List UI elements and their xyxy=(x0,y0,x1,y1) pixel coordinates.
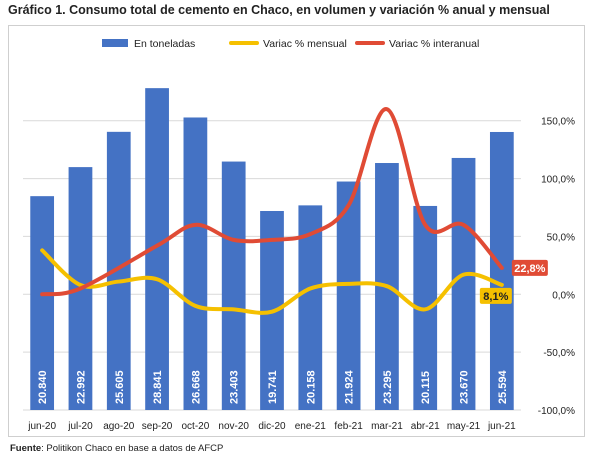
y-axis-tick-label: 150,0% xyxy=(541,117,575,128)
bar-value-label: 20.158 xyxy=(305,370,317,404)
bar-value-label: 25.605 xyxy=(114,370,126,404)
y-axis-ticks: 150,0% 100,0% 50,0% 0,0% -50,0% -100,0% xyxy=(538,117,575,417)
chart-svg: 20.840 22.992 25.605 28.841 26.668 23.403 19.7… xyxy=(23,38,575,432)
x-axis-ticks: jun-20 jul-20 ago-20 sep-20 oct-20 nov-20 dic-… xyxy=(27,421,516,432)
line-series xyxy=(40,107,504,315)
bar-value-label: 21.924 xyxy=(344,369,356,404)
y-axis-tick-label: 100,0% xyxy=(541,175,575,186)
end-labels: 22,8% 8,1% xyxy=(479,259,548,304)
bar-value-label: 28.841 xyxy=(152,370,164,404)
bar xyxy=(30,196,55,410)
source-note: Fuente: Politikon Chaco en base a datos … xyxy=(10,443,223,454)
legend-label: Variac % interanual xyxy=(389,38,479,50)
bar-value-label: 23.403 xyxy=(229,370,241,404)
bar-value-label: 25.594 xyxy=(497,369,509,404)
y-axis-tick-label: 0,0% xyxy=(552,290,575,301)
x-axis-tick-label: dic-20 xyxy=(258,421,286,432)
y-axis-tick-label: -100,0% xyxy=(538,406,575,417)
legend-label: En toneladas xyxy=(134,38,195,50)
x-axis-tick-label: oct-20 xyxy=(181,421,209,432)
x-axis-tick-label: sep-20 xyxy=(142,421,173,432)
bar xyxy=(145,88,169,411)
mensual-end-label: 8,1% xyxy=(483,291,508,303)
x-axis-tick-label: abr-21 xyxy=(411,421,440,432)
chart-title: Gráfico 1. Consumo total de cemento en C… xyxy=(8,3,550,17)
mensual-end-label-box xyxy=(479,287,512,304)
bar-value-labels: 20.840 22.992 25.605 28.841 26.668 23.403 19.7… xyxy=(37,369,509,404)
x-axis-tick-label: ene-21 xyxy=(295,421,327,432)
bar xyxy=(221,161,246,410)
bar-value-label: 22.992 xyxy=(75,370,87,404)
bar-series xyxy=(30,88,514,411)
x-axis-tick-label: nov-20 xyxy=(218,421,249,432)
bar xyxy=(336,181,361,410)
legend-label: Variac % mensual xyxy=(263,38,347,50)
x-axis-tick-label: jun-21 xyxy=(487,421,516,432)
interanual-end-label: 22,8% xyxy=(514,263,545,275)
bar xyxy=(451,157,476,410)
bar xyxy=(298,205,323,410)
x-axis-tick-label: ago-20 xyxy=(103,421,135,432)
line-mensual xyxy=(40,248,504,315)
x-axis-tick-label: jun-20 xyxy=(27,421,56,432)
y-axis-tick-label: 50,0% xyxy=(547,232,575,243)
legend: En toneladas Variac % mensual Variac % int… xyxy=(102,38,479,50)
y-axis-tick-label: -50,0% xyxy=(543,348,575,359)
legend-swatch-bars xyxy=(102,39,128,47)
chart-area: 20.840 22.992 25.605 28.841 26.668 23.403 19.7… xyxy=(8,25,585,437)
bar xyxy=(183,117,208,411)
x-axis-tick-label: mar-21 xyxy=(371,421,403,432)
x-axis-tick-label: feb-21 xyxy=(334,421,363,432)
x-axis-tick-label: jul-20 xyxy=(67,421,93,432)
line-interanual xyxy=(40,107,504,297)
bar-value-label: 26.668 xyxy=(190,370,202,404)
source-text: : Politikon Chaco en base a datos de AFC… xyxy=(41,443,224,454)
bar-value-label: 20.840 xyxy=(37,370,49,404)
bar-value-label: 23.670 xyxy=(459,370,471,404)
bar-value-label: 20.115 xyxy=(420,371,432,404)
bar-value-label: 23.295 xyxy=(382,370,394,404)
interanual-end-label-box xyxy=(511,259,548,276)
bar xyxy=(106,131,131,410)
bar-value-label: 19.741 xyxy=(267,370,279,404)
source-label: Fuente xyxy=(10,443,42,454)
x-axis-tick-label: may-21 xyxy=(447,421,481,432)
bar xyxy=(489,131,514,410)
